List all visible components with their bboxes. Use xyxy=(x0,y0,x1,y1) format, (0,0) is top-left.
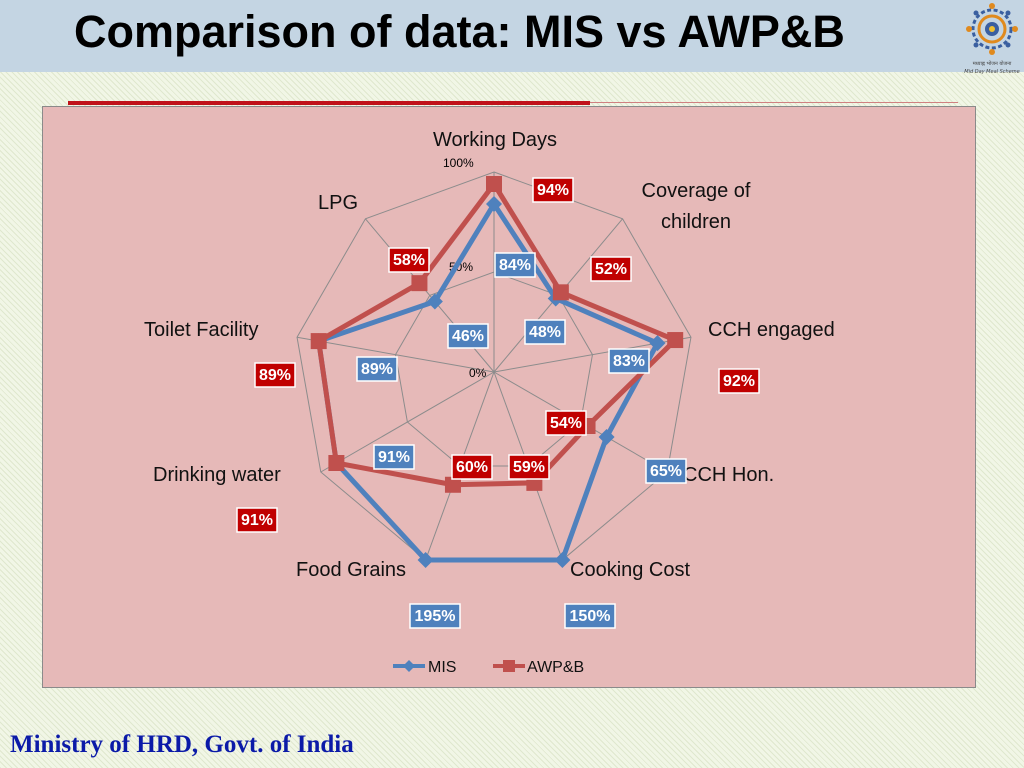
data-label-awpb: 92% xyxy=(723,373,755,390)
data-label-awpb: 54% xyxy=(550,415,582,432)
data-label-mis: 65% xyxy=(650,463,682,480)
data-label-box-awpb xyxy=(254,362,296,388)
category-label: Working Days xyxy=(433,129,557,151)
data-label-box-mis xyxy=(409,603,461,629)
data-label-awpb: 89% xyxy=(259,367,291,384)
data-label-box-awpb xyxy=(545,410,587,436)
data-label-box-awpb xyxy=(508,454,550,480)
grid-spoke xyxy=(320,371,495,473)
data-label-box-awpb xyxy=(532,177,574,203)
mid-day-meal-logo-icon: मध्याह्न भोजन योजना Mid Day Meal Scheme xyxy=(964,3,1020,75)
data-label-box-mis xyxy=(608,348,650,374)
data-label-box-mis xyxy=(356,356,398,382)
data-label-awpb: 52% xyxy=(595,261,627,278)
marker-mis xyxy=(417,551,434,568)
axis-tick-label: 0% xyxy=(469,366,487,380)
data-label-box-mis xyxy=(524,319,566,345)
series-line-awpb xyxy=(316,181,678,488)
marker-awpb xyxy=(411,275,428,292)
marker-mis xyxy=(649,335,666,352)
data-label-mis: 46% xyxy=(452,328,484,345)
category-label: Drinking water xyxy=(153,464,281,486)
data-label-awpb: 91% xyxy=(241,512,273,529)
legend-marker-awpb xyxy=(503,660,515,672)
legend-label-awpb: AWP&B xyxy=(527,659,584,676)
data-label-box-awpb xyxy=(718,368,760,394)
footer-text: Ministry of HRD, Govt. of India xyxy=(10,731,354,758)
data-label-mis: 83% xyxy=(613,353,645,370)
category-label: LPG xyxy=(318,192,358,214)
data-label-mis: 48% xyxy=(529,324,561,341)
legend-marker-mis xyxy=(403,660,415,672)
data-label-awpb: 59% xyxy=(513,459,545,476)
data-label-box-awpb xyxy=(451,454,493,480)
chart-area: 0% 50% 100% Working Days Coverage of children… xyxy=(42,106,976,688)
series-line-mis xyxy=(316,201,660,563)
logo-subcaption: Mid Day Meal Scheme xyxy=(964,69,1019,75)
category-label: CCH engaged xyxy=(708,319,835,341)
marker-mis xyxy=(554,551,571,568)
grid-spoke xyxy=(296,336,495,373)
data-label-mis: 84% xyxy=(499,257,531,274)
marker-mis xyxy=(598,429,615,445)
category-label: Food Grains xyxy=(296,559,406,581)
slide-title: Comparison of data: MIS vs AWP&B xyxy=(74,6,845,57)
title-underline-thin xyxy=(590,102,958,103)
marker-mis xyxy=(426,293,443,310)
category-label: Toilet Facility xyxy=(144,319,258,341)
legend-label-mis: MIS xyxy=(428,659,456,676)
marker-awpb xyxy=(444,476,461,493)
data-label-box-mis xyxy=(447,323,489,349)
marker-awpb xyxy=(486,176,502,192)
marker-mis xyxy=(486,196,502,212)
marker-awpb xyxy=(328,455,345,471)
category-label: children xyxy=(661,211,731,233)
data-label-box-awpb xyxy=(590,256,632,282)
data-label-mis: 195% xyxy=(415,608,456,625)
data-label-box-mis xyxy=(494,252,536,278)
data-label-box-awpb xyxy=(236,507,278,533)
grid-spoke xyxy=(365,218,495,373)
grid-ring-0 xyxy=(394,271,594,467)
axis-tick-label: 100% xyxy=(443,156,474,170)
data-label-mis: 89% xyxy=(361,361,393,378)
title-bar: Comparison of data: MIS vs AWP&B मध्याह्… xyxy=(0,0,1024,75)
marker-awpb xyxy=(310,333,327,350)
data-label-mis: 150% xyxy=(570,608,611,625)
marker-awpb xyxy=(667,332,684,349)
category-label: CCH Hon. xyxy=(683,464,774,486)
category-label: Cooking Cost xyxy=(570,559,691,581)
data-label-box-mis xyxy=(373,444,415,470)
title-underline xyxy=(68,101,590,105)
data-label-box-mis xyxy=(564,603,616,629)
data-label-awpb: 58% xyxy=(393,252,425,269)
data-label-mis: 91% xyxy=(378,449,410,466)
data-label-box-awpb xyxy=(388,247,430,273)
marker-awpb xyxy=(552,284,569,301)
category-label: Coverage of xyxy=(642,180,751,202)
data-label-awpb: 94% xyxy=(537,182,569,199)
logo-caption: मध्याह्न भोजन योजना xyxy=(973,60,1012,67)
data-label-box-mis xyxy=(645,458,687,484)
data-label-awpb: 60% xyxy=(456,459,488,476)
